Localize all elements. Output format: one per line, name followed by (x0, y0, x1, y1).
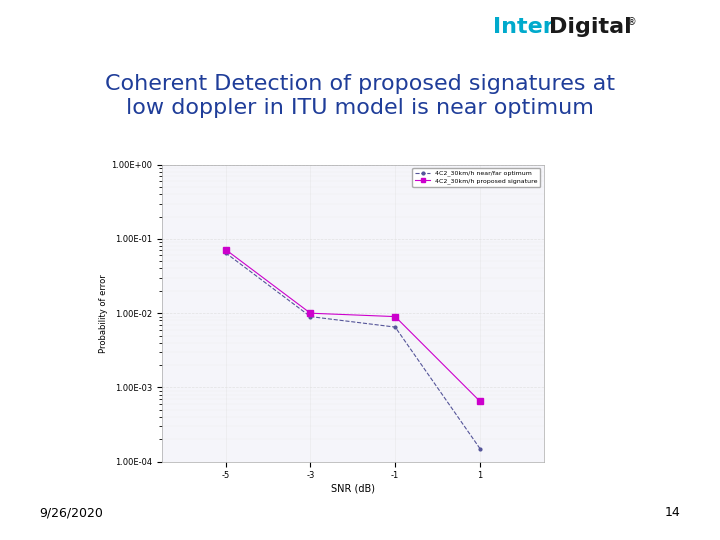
Legend: 4C2_30km/h near/far optimum, 4C2_30km/h proposed signature: 4C2_30km/h near/far optimum, 4C2_30km/h … (413, 168, 541, 187)
Y-axis label: Probability of error: Probability of error (99, 274, 109, 353)
Text: low doppler in ITU model is near optimum: low doppler in ITU model is near optimum (126, 98, 594, 118)
X-axis label: SNR (dB): SNR (dB) (330, 483, 375, 493)
Text: Inter: Inter (493, 17, 554, 37)
Text: ®: ® (626, 17, 636, 26)
Text: 9/26/2020: 9/26/2020 (40, 507, 104, 519)
Text: Coherent Detection of proposed signatures at: Coherent Detection of proposed signature… (105, 73, 615, 94)
Text: Digital: Digital (549, 17, 632, 37)
Text: 14: 14 (665, 507, 680, 519)
